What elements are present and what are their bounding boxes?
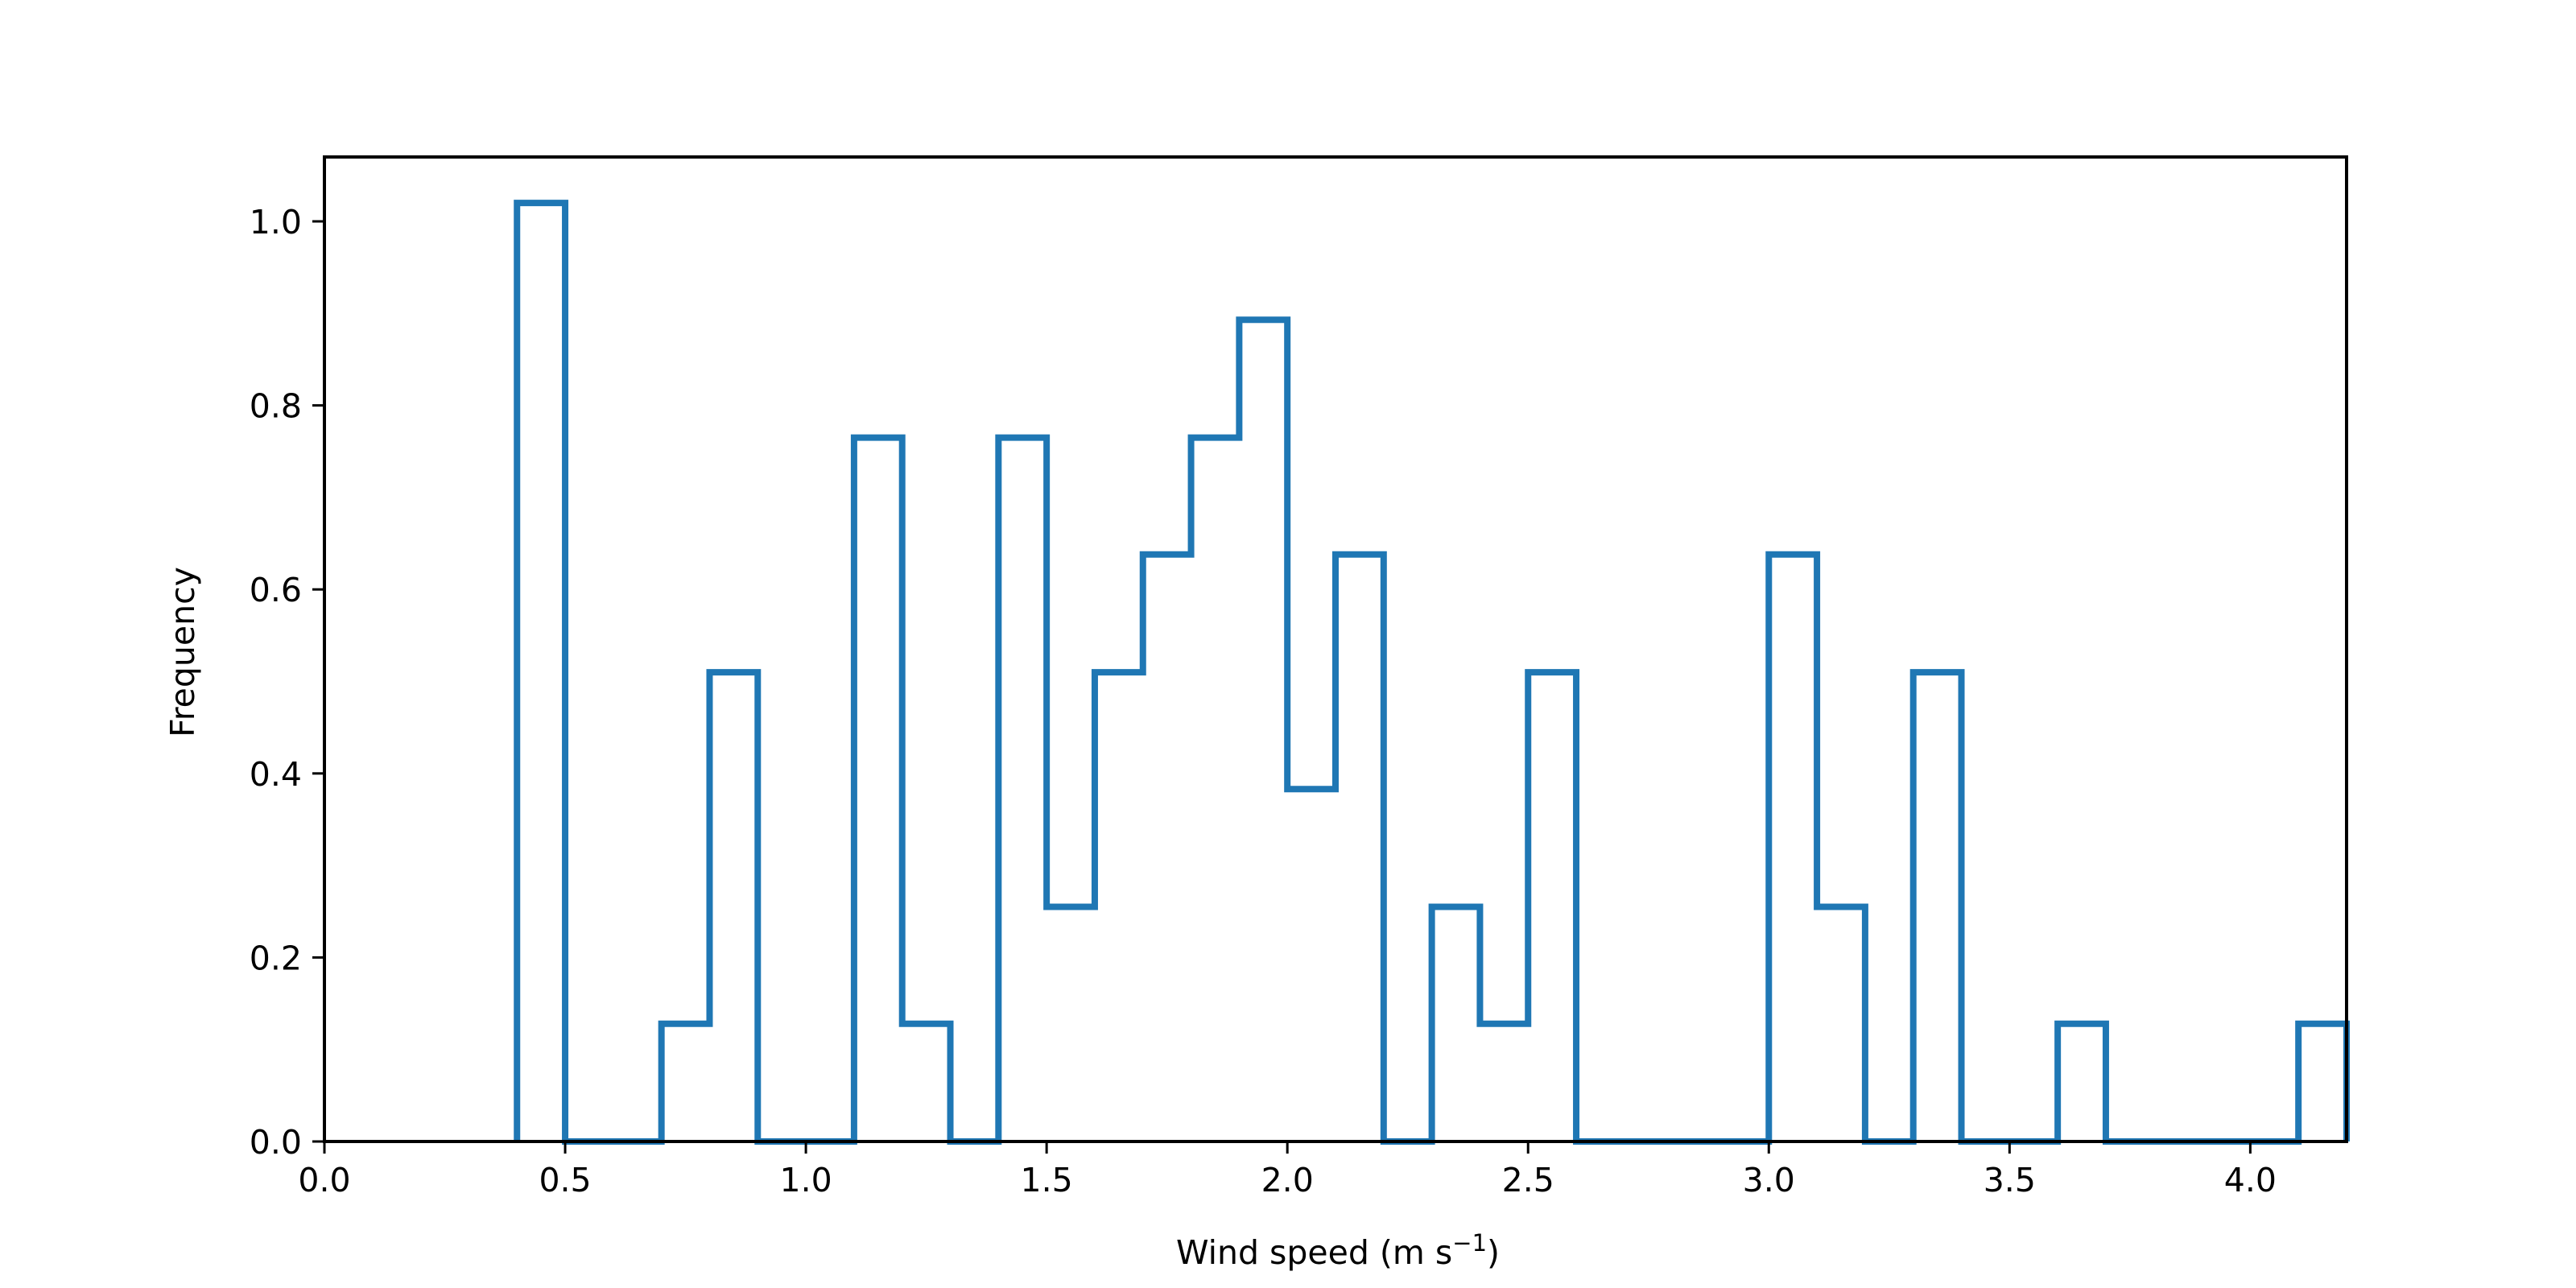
y-axis-label: Frequency (163, 567, 202, 737)
x-tick-label: 4.0 (2224, 1161, 2277, 1199)
histogram-bin (1913, 672, 1962, 1141)
x-tick-label: 2.0 (1261, 1161, 1314, 1199)
histogram-bin (1143, 555, 1191, 1141)
histogram-bin (2058, 1024, 2106, 1141)
histogram-bin (1335, 555, 1384, 1141)
histogram-bin (1287, 789, 1335, 1141)
histogram-bin (1095, 672, 1143, 1141)
histogram-bin (662, 1024, 710, 1141)
histogram-bin (1191, 438, 1240, 1141)
histogram-bin (902, 1024, 951, 1141)
histogram-bin (1480, 1024, 1528, 1141)
x-tick-label: 3.0 (1743, 1161, 1795, 1199)
x-tick-label: 0.0 (298, 1161, 350, 1199)
histogram-bin (998, 438, 1046, 1141)
axes-frame (323, 155, 2348, 1143)
x-axis-ticks: 0.0 0.5 1.0 1.5 2.0 2.5 3.0 3.5 4.0 (298, 1141, 2277, 1199)
histogram-bin (1432, 907, 1480, 1141)
x-tick-label: 3.5 (1984, 1161, 2036, 1199)
histogram-bin (2298, 1024, 2347, 1141)
x-tick-label: 2.5 (1502, 1161, 1554, 1199)
y-tick-label: 0.2 (250, 939, 302, 977)
x-tick-label: 1.5 (1021, 1161, 1073, 1199)
histogram-bin (1817, 907, 1865, 1141)
y-tick-label: 0.0 (250, 1123, 302, 1162)
histogram-bin (1239, 320, 1287, 1141)
x-tick-label: 0.5 (539, 1161, 591, 1199)
y-axis-ticks: 0.0 0.2 0.4 0.6 0.8 1.0 (250, 203, 324, 1162)
histogram-bin (1769, 555, 1817, 1141)
y-tick-label: 0.6 (250, 571, 302, 609)
y-tick-label: 0.4 (250, 755, 302, 794)
histogram-bin (854, 438, 902, 1141)
histogram-bin (1528, 672, 1576, 1141)
y-tick-label: 1.0 (250, 203, 302, 242)
histogram-bin (517, 203, 565, 1141)
y-tick-label: 0.8 (250, 387, 302, 426)
histogram-bin (1046, 907, 1095, 1141)
histogram-step-line (514, 200, 2350, 1145)
x-axis-label: Wind speed (m s−1) (1176, 1229, 1500, 1272)
x-tick-label: 1.0 (779, 1161, 832, 1199)
histogram-bin (709, 672, 758, 1141)
plot-area (323, 155, 2350, 1145)
